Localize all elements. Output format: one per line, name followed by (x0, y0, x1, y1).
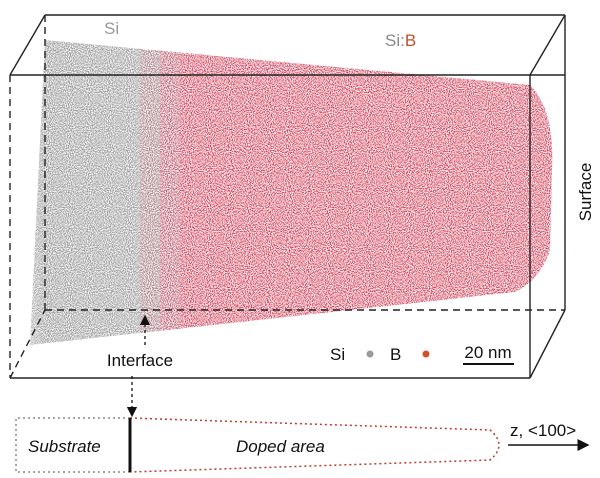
box-outline (9, 14, 566, 379)
legend-b-dot (422, 350, 430, 358)
sib-b: B (405, 31, 416, 50)
scale-bar-label: 20 nm (464, 343, 511, 362)
sib-label: Si:B (385, 31, 416, 50)
si-label: Si (104, 19, 119, 38)
sib-prefix: Si: (385, 31, 405, 50)
doped-outline (129, 417, 500, 473)
atom-cloud (30, 40, 553, 345)
surface-label: Surface (576, 163, 595, 222)
substrate-label: Substrate (28, 437, 101, 456)
interface-label: Interface (107, 351, 173, 370)
doped-area-label: Doped area (236, 437, 325, 456)
substrate-outline (15, 417, 130, 473)
interface-region (140, 40, 180, 345)
legend-b: B (390, 345, 401, 364)
legend-si: Si (330, 345, 345, 364)
z-axis-label: z, <100> (510, 421, 576, 440)
doped-region (160, 40, 553, 345)
legend-si-dot (366, 350, 374, 358)
